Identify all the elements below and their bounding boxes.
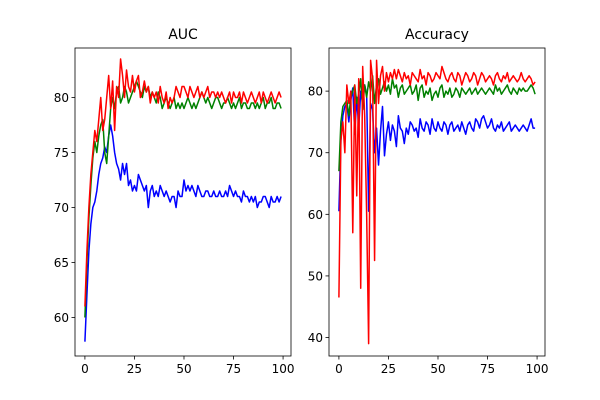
y-tick-label: 80 <box>308 85 323 99</box>
series-line-3 <box>84 58 282 307</box>
x-tick-label: 25 <box>127 362 142 376</box>
series-line-3 <box>338 59 536 345</box>
plot-frame <box>74 47 292 357</box>
x-tick-label: 75 <box>480 362 495 376</box>
chart-panel-1: 0 25 50 75 100 60 65 70 75 80 AUC <box>54 27 295 376</box>
y-tick-label: 50 <box>308 269 323 283</box>
x-tick-label: 25 <box>381 362 396 376</box>
series-line-1 <box>338 84 536 212</box>
chart-title: AUC <box>168 27 198 43</box>
x-tick-label: 0 <box>335 362 343 376</box>
x-tick-label: 100 <box>272 362 295 376</box>
chart-title: Accuracy <box>405 27 469 43</box>
y-tick-label: 40 <box>308 331 323 345</box>
y-tick-label: 70 <box>54 201 69 215</box>
x-tick-label: 75 <box>226 362 241 376</box>
y-tick-label: 75 <box>54 146 69 160</box>
x-tick-label: 50 <box>430 362 445 376</box>
y-tick-label: 60 <box>308 208 323 222</box>
y-tick-label: 65 <box>54 256 69 270</box>
series-line-2 <box>338 74 536 172</box>
x-tick-label: 50 <box>176 362 191 376</box>
plot-frame <box>328 47 546 357</box>
series-line-1 <box>84 124 282 342</box>
y-tick-label: 70 <box>308 146 323 160</box>
y-tick-label: 60 <box>54 311 69 325</box>
x-tick-label: 0 <box>81 362 89 376</box>
x-tick-label: 100 <box>526 362 549 376</box>
y-tick-label: 80 <box>54 91 69 105</box>
chart-panel-2: 0 25 50 75 100 40 50 60 70 80 Accuracy <box>308 27 549 376</box>
